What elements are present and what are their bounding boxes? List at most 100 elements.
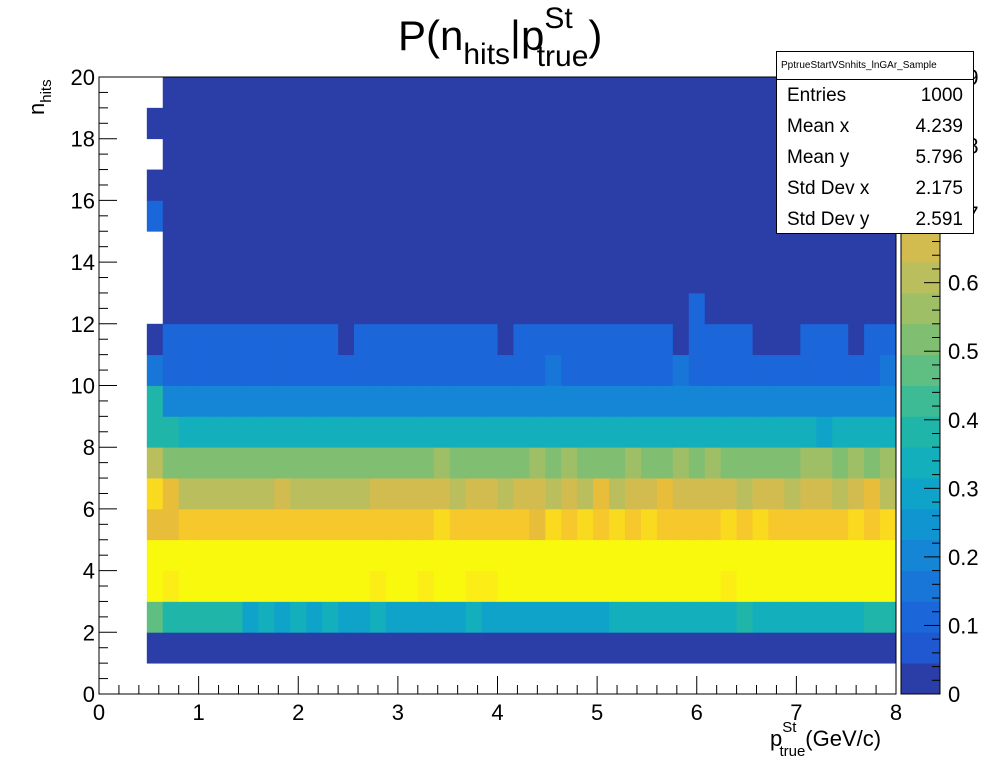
xlabel-p: p: [770, 726, 782, 751]
heatmap-cell: [354, 107, 371, 140]
heatmap-cell: [242, 107, 259, 140]
heatmap-cell: [784, 539, 801, 571]
heatmap-cell: [481, 107, 498, 140]
heatmap-cell: [178, 138, 196, 170]
heatmap-cell: [736, 632, 753, 664]
heatmap-cell: [736, 138, 753, 170]
heatmap-cell: [178, 601, 196, 633]
heatmap-cell: [242, 570, 259, 602]
heatmap-cell: [481, 77, 498, 109]
heatmap-cell: [529, 138, 546, 170]
title-mid: |p: [510, 12, 544, 59]
heatmap-cell: [672, 323, 690, 356]
stats-value: 5.796: [915, 146, 963, 168]
heatmap-cell: [672, 570, 690, 602]
heatmap-cell: [226, 539, 243, 571]
y-tick-label: 4: [83, 559, 95, 584]
heatmap-cell: [672, 539, 690, 571]
heatmap-cell: [656, 200, 674, 232]
heatmap-cell: [258, 601, 275, 633]
heatmap-cell: [162, 354, 180, 386]
heatmap-cell: [385, 539, 403, 571]
heatmap-cell: [242, 385, 259, 417]
heatmap-cell: [864, 632, 881, 664]
heatmap-cell: [704, 107, 722, 140]
heatmap-cell: [242, 292, 259, 325]
heatmap-cell: [625, 632, 642, 664]
heatmap-cell: [529, 323, 546, 356]
heatmap-cell: [226, 385, 243, 417]
heatmap-cell: [178, 200, 196, 232]
heatmap-cell: [322, 632, 339, 664]
heatmap-cell: [242, 138, 259, 170]
heatmap-cell: [306, 292, 323, 325]
heatmap-cell: [736, 354, 753, 386]
palette-cell: [901, 354, 940, 386]
heatmap-cell: [720, 200, 737, 232]
heatmap-cell: [688, 169, 706, 201]
heatmap-cell: [529, 601, 546, 633]
heatmap-cell: [449, 107, 467, 140]
heatmap-cell: [210, 478, 227, 510]
heatmap-cell: [481, 292, 498, 325]
heatmap-cell: [481, 200, 498, 232]
stats-row: Mean x 4.239: [777, 111, 973, 142]
heatmap-cell: [640, 478, 658, 510]
heatmap-cell: [800, 354, 817, 386]
heatmap-cell: [322, 107, 339, 140]
heatmap-cell: [816, 478, 833, 510]
heatmap-cell: [609, 570, 626, 602]
heatmap-cell: [529, 539, 546, 571]
heatmap-cell: [720, 107, 737, 140]
heatmap-cell: [609, 354, 626, 386]
heatmap-cell: [194, 107, 211, 140]
heatmap-cell: [401, 231, 419, 263]
heatmap-cell: [720, 292, 737, 325]
heatmap-cell: [720, 539, 737, 571]
x-axis: 0 1 2 3 4 5 6 7 8: [93, 676, 902, 725]
heatmap-cell: [593, 200, 610, 232]
heatmap-cell: [513, 478, 530, 510]
heatmap-cell: [529, 200, 546, 232]
heatmap-cell: [848, 539, 865, 571]
heatmap-cell: [210, 169, 227, 201]
heatmap-cell: [242, 354, 259, 386]
heatmap-cell: [258, 539, 275, 571]
heatmap-cell: [848, 323, 865, 356]
heatmap-cell: [401, 107, 419, 140]
heatmap-cell: [832, 478, 849, 510]
heatmap-cell: [593, 416, 610, 448]
heatmap-cell: [274, 508, 291, 541]
heatmap-cell: [401, 200, 419, 232]
heatmap-cell: [768, 539, 785, 571]
heatmap-cell: [226, 231, 243, 263]
heatmap-cell: [354, 601, 371, 633]
heatmap-cell: [880, 508, 897, 541]
stats-title: PptrueStartVSnhits_lnGAr_Sample: [777, 52, 973, 80]
heatmap-cell: [465, 601, 482, 633]
heatmap-cell: [401, 169, 419, 201]
heatmap-cell: [545, 385, 562, 417]
x-tick-label: 2: [292, 700, 304, 725]
heatmap-cell: [449, 138, 467, 170]
heatmap-cell: [656, 539, 674, 571]
heatmap-cell: [194, 478, 211, 510]
heatmap-cell: [178, 478, 196, 510]
heatmap-cell: [513, 292, 530, 325]
heatmap-cell: [864, 231, 881, 263]
x-tick-label: 1: [193, 700, 205, 725]
heatmap-cell: [194, 385, 211, 417]
heatmap-cell: [449, 508, 467, 541]
heatmap-cell: [385, 323, 403, 356]
heatmap-cell: [369, 262, 387, 294]
heatmap-cell: [720, 447, 737, 479]
heatmap-cell: [290, 107, 307, 140]
stats-label: Entries: [787, 84, 847, 106]
heatmap-cell: [210, 385, 227, 417]
heatmap-cell: [640, 200, 658, 232]
heatmap-cell: [609, 323, 626, 356]
heatmap-cell: [258, 138, 275, 170]
heatmap-cell: [704, 385, 722, 417]
heatmap-cell: [561, 138, 578, 170]
heatmap-cell: [593, 292, 610, 325]
